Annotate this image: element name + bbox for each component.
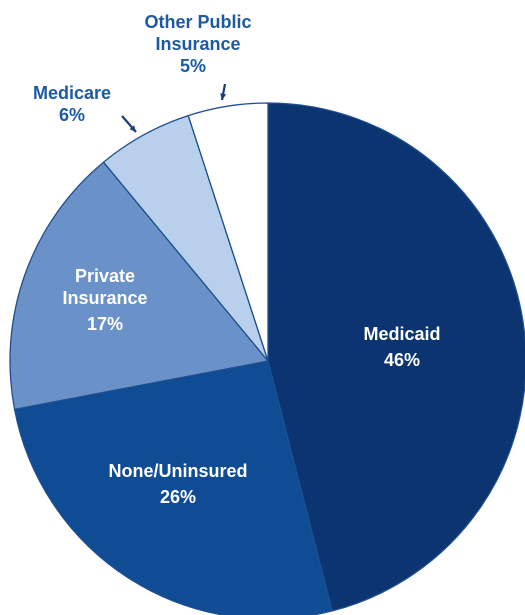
slice-label-private-insurance-line-2: Insurance [62,288,147,308]
slice-label-medicare: Medicare [33,83,111,103]
pie-slice-private-insurance [9,161,270,411]
leader-arrow-medicare [121,115,137,133]
pie-slice-medicaid [267,102,525,612]
slice-value-medicaid: 46% [384,350,420,370]
slice-label-none-uninsured: None/Uninsured [108,461,247,481]
slice-label-private-insurance-line-1: Private [75,266,135,286]
slice-label-other-public-insurance-line-2: Insurance [155,34,240,54]
slice-value-private-insurance: 17% [87,314,123,334]
slice-label-medicaid: Medicaid [363,324,440,344]
slice-value-other-public-insurance: 5% [180,56,206,76]
slice-label-other-public-insurance-line-1: Other Public [144,12,251,32]
leader-arrow-other-public-insurance [220,83,227,101]
slice-value-none-uninsured: 26% [160,487,196,507]
pie-slice-other-public-insurance [187,102,269,362]
slice-value-medicare: 6% [59,105,85,125]
pie-slice-none-uninsured [13,360,333,615]
